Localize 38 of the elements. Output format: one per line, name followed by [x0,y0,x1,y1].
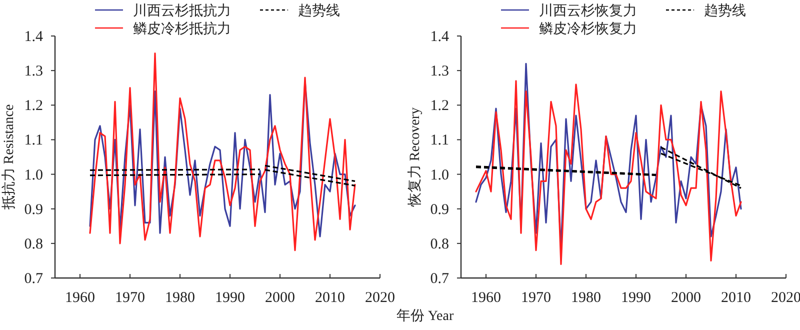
x-tick-label: 1980 [571,290,601,306]
y-tick-label: 1.1 [24,132,43,149]
x-tick-label: 2000 [671,290,701,306]
y-tick-label: 1.2 [430,98,449,114]
legend-label: 趋势线 [704,3,746,19]
x-tick-label: 1990 [215,290,245,306]
y-tick-label: 0.7 [24,271,44,287]
legend-label: 川西云杉抵抗力 [133,3,231,19]
x-tick-label: 1960 [471,290,501,306]
y-tick-label: 1.3 [24,64,43,80]
legend-label: 川西云杉恢复力 [539,3,637,19]
x-tick-label: 1980 [165,290,195,306]
y-tick-label: 0.7 [430,271,450,287]
y-tick-label: 1.0 [24,167,43,184]
x-tick-label: 2010 [721,290,751,306]
x-tick-label: 2020 [365,290,395,306]
y-tick-label: 1.0 [430,167,449,184]
x-tick-label: 2000 [265,290,295,306]
y-tick-label: 0.9 [24,202,43,218]
legend-label: 趋势线 [298,3,340,19]
x-tick-label: 1970 [521,290,551,306]
y-tick-label: 1.4 [24,29,44,45]
y-tick-label: 0.9 [430,202,449,218]
x-tick-label: 1960 [65,290,95,306]
legend-label: 鳞皮冷杉恢复力 [539,21,637,37]
x-axis-title: 年份 Year [396,308,454,324]
x-tick-label: 2010 [315,290,345,306]
y-tick-label: 0.8 [430,236,449,252]
x-tick-label: 1990 [621,290,651,306]
y-tick-label: 1.4 [430,29,450,45]
y-tick-label: 1.3 [430,64,449,80]
y-axis-title: 抵抗力 Resistance [1,104,17,211]
y-tick-label: 1.1 [430,132,449,149]
legend-label: 鳞皮冷杉抵抗力 [133,21,231,37]
y-tick-label: 1.2 [24,98,43,114]
y-tick-label: 0.8 [24,236,43,252]
y-axis-title: 恢复力 Recovery [407,107,423,208]
x-tick-label: 1970 [115,290,145,306]
